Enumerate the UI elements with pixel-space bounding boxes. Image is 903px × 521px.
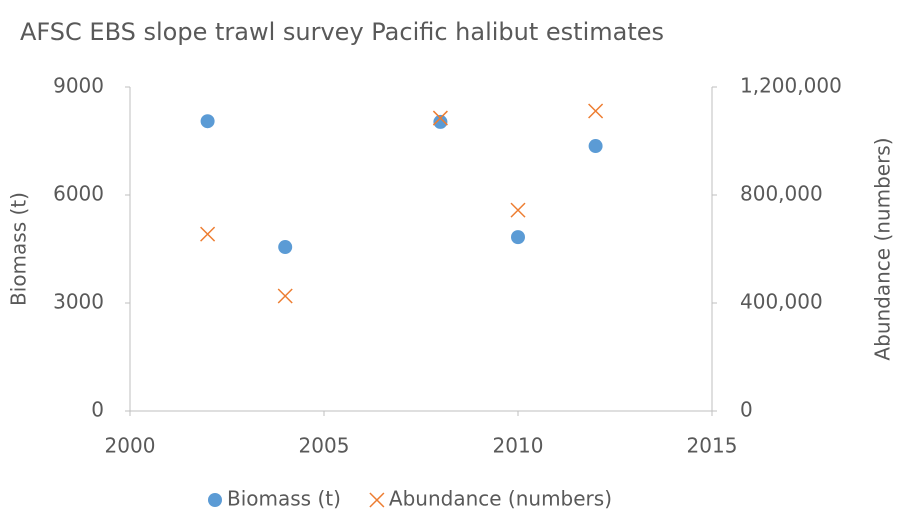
- point: [432, 110, 448, 126]
- y-tick-label: 0: [91, 398, 104, 422]
- point: [511, 230, 525, 245]
- x-tick-label: 2005: [299, 434, 350, 458]
- y-axis-label: Biomass (t): [7, 192, 31, 306]
- legend-marker: [369, 492, 385, 508]
- legend-label: Biomass (t): [227, 487, 341, 511]
- x-tick-label: 2000: [105, 434, 156, 458]
- y-tick-label: 9000: [53, 74, 104, 98]
- y2-axis-label: Abundance (numbers): [871, 137, 895, 360]
- point: [588, 103, 604, 119]
- y-tick-label: 3000: [53, 290, 104, 314]
- y2-tick-label: 0: [740, 398, 753, 422]
- y2-tick-label: 800,000: [740, 182, 823, 206]
- point: [278, 240, 293, 255]
- y2-tick-label: 400,000: [740, 290, 823, 314]
- chart-title: AFSC EBS slope trawl survey Pacific hali…: [20, 18, 664, 46]
- point: [510, 202, 526, 218]
- point: [200, 114, 215, 129]
- legend-marker: [208, 493, 222, 507]
- y2-tick-label: 1,200,000: [740, 74, 842, 98]
- x-tick-label: 2010: [493, 434, 544, 458]
- point: [588, 139, 603, 154]
- legend-label: Abundance (numbers): [389, 487, 612, 511]
- x-tick-label: 2015: [687, 434, 738, 458]
- point: [277, 288, 293, 304]
- y-tick-label: 6000: [53, 182, 104, 206]
- point: [433, 114, 448, 129]
- point: [200, 226, 216, 242]
